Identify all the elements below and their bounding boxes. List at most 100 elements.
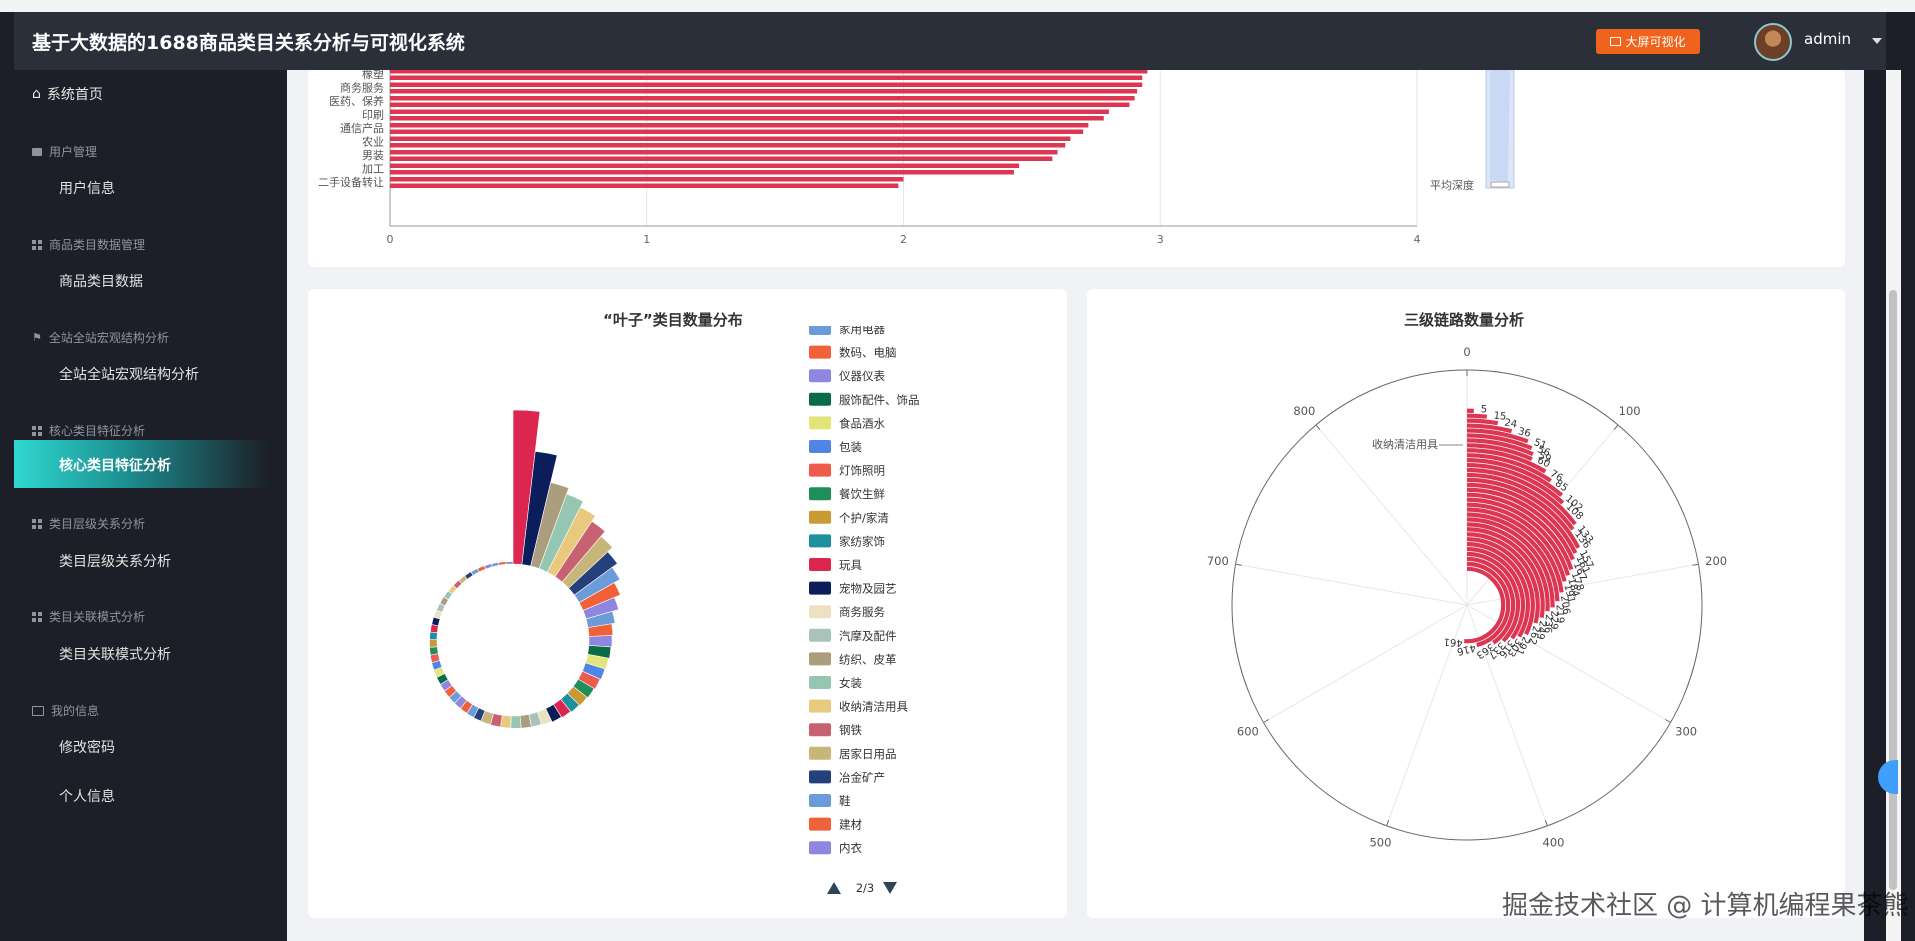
pie-slice bbox=[553, 698, 572, 719]
legend-label: 钢铁 bbox=[839, 723, 862, 737]
y-tick-label: 男装 bbox=[362, 149, 384, 162]
pie-slice bbox=[498, 561, 507, 566]
bar bbox=[390, 129, 1084, 134]
polar-bar bbox=[1466, 492, 1574, 571]
polar-bar bbox=[1466, 507, 1564, 593]
side-drawer-toggle[interactable] bbox=[1878, 760, 1898, 794]
leaf-category-pie-chart: 家用电器数码、电脑仪器仪表服饰配件、饰品食品酒水包装灯饰照明餐饮生鲜个护/家清家… bbox=[429, 309, 963, 895]
polar-bar bbox=[1466, 537, 1535, 636]
angle-tick-label: 700 bbox=[1207, 554, 1229, 568]
link-chart-title: 三级链路数量分析 bbox=[1404, 311, 1525, 329]
watermark: 掘金技术社区 @ 计算机编程果茶熊 bbox=[1502, 891, 1909, 921]
polar-bar-label: 5 bbox=[1480, 404, 1487, 415]
y-tick-label: 二手设备转让 bbox=[318, 175, 384, 189]
legend-label: 平均深度 bbox=[1430, 178, 1474, 192]
legend-swatch bbox=[809, 841, 831, 855]
zoom-handle bbox=[1490, 181, 1510, 188]
legend-swatch bbox=[809, 534, 831, 548]
bar bbox=[390, 75, 1143, 80]
legend-swatch bbox=[809, 652, 831, 666]
legend-next-icon bbox=[883, 882, 897, 894]
sidebar-item-association[interactable]: 类目关联模式分析 bbox=[59, 647, 171, 663]
polar-bar bbox=[1466, 438, 1534, 457]
legend-label: 收纳清洁用具 bbox=[839, 700, 908, 714]
sidebar-group-core[interactable]: 核心类目特征分析 bbox=[32, 422, 145, 439]
avg-depth-card: 0 1 2 3 4 橡塑 商务服务 医药、保养 印刷 通信产品 农业 男装 加工 二手设备转让 平均深度 bbox=[308, 67, 1845, 267]
legend-swatch bbox=[809, 416, 831, 430]
legend-swatch bbox=[809, 746, 831, 760]
sidebar-group-category-data[interactable]: 商品类目数据管理 bbox=[32, 236, 145, 253]
leaf-chart-title: “叶子”类目数量分布 bbox=[603, 311, 743, 329]
legend-swatch bbox=[809, 487, 831, 501]
angle-tick-label: 800 bbox=[1293, 404, 1315, 418]
sidebar-group-user[interactable]: 用户管理 bbox=[32, 143, 97, 160]
angle-tick-label: 200 bbox=[1705, 554, 1727, 568]
pie-slice bbox=[568, 551, 618, 596]
polar-bar bbox=[1466, 556, 1516, 645]
angle-tick-label: 100 bbox=[1619, 404, 1641, 418]
scrollbar-thumb[interactable] bbox=[1889, 290, 1897, 890]
username[interactable]: admin bbox=[1804, 30, 1851, 48]
pie-slice bbox=[519, 713, 532, 729]
sidebar-item-hierarchy[interactable]: 类目层级关系分析 bbox=[59, 554, 171, 570]
sidebar-item-profile[interactable]: 个人信息 bbox=[59, 789, 115, 805]
y-tick-label: 橡塑 bbox=[362, 70, 384, 81]
avatar[interactable] bbox=[1754, 23, 1792, 61]
legend-swatch bbox=[809, 723, 831, 737]
sidebar-item-category-data[interactable]: 商品类目数据 bbox=[59, 274, 143, 290]
grid-icon bbox=[32, 518, 42, 529]
legend-label: 汽摩及配件 bbox=[839, 629, 897, 643]
sidebar-group-hierarchy[interactable]: 类目层级关系分析 bbox=[32, 515, 145, 532]
polar-bar bbox=[1466, 527, 1545, 618]
polar-bar bbox=[1466, 487, 1575, 561]
polar-bar-label: 416 bbox=[1456, 641, 1477, 656]
monitor-icon bbox=[1610, 37, 1622, 46]
y-tick-label: 加工 bbox=[362, 163, 384, 176]
legend-clip bbox=[803, 309, 963, 326]
legend-label: 内衣 bbox=[839, 841, 862, 855]
zoom-slider-fill bbox=[1490, 70, 1510, 182]
sidebar-group-association[interactable]: 类目关联模式分析 bbox=[32, 608, 145, 625]
sidebar-group-mine[interactable]: 我的信息 bbox=[32, 702, 99, 719]
bar bbox=[390, 96, 1135, 101]
sidebar-item-home[interactable]: ⌂ 系统首页 bbox=[32, 84, 103, 104]
pie-slice bbox=[561, 535, 613, 589]
polar-bar-label: 229 bbox=[1548, 610, 1560, 629]
pie-slice bbox=[512, 409, 541, 565]
sidebar-item-user-info[interactable]: 用户信息 bbox=[59, 181, 115, 197]
sidebar-item-change-password[interactable]: 修改密码 bbox=[59, 740, 115, 756]
angle-tick bbox=[1665, 719, 1671, 723]
polar-bar bbox=[1466, 458, 1564, 497]
bar bbox=[390, 183, 899, 188]
y-tick-label: 印刷 bbox=[362, 109, 384, 122]
legend-label: 女装 bbox=[839, 676, 862, 690]
pie-slice bbox=[577, 670, 601, 690]
polar-bar bbox=[1466, 453, 1552, 483]
legend-label: 居家日用品 bbox=[839, 747, 897, 761]
sidebar-group-label: 用户管理 bbox=[49, 145, 98, 159]
angle-tick bbox=[1692, 563, 1699, 566]
sidebar-item-core-active[interactable]: 核心类目特征分析 bbox=[14, 440, 268, 488]
angle-gridline bbox=[1315, 424, 1468, 606]
angle-tick-label: 400 bbox=[1543, 836, 1565, 850]
sidebar-group-label: 全站全站宏观结构分析 bbox=[48, 331, 169, 345]
x-tick-label: 1 bbox=[643, 233, 650, 246]
sidebar-item-macro[interactable]: 全站全站宏观结构分析 bbox=[59, 367, 199, 383]
x-tick-label: 0 bbox=[387, 233, 394, 246]
polar-bar bbox=[1466, 433, 1533, 451]
sidebar-group-macro[interactable]: ⚑ 全站全站宏观结构分析 bbox=[32, 329, 169, 346]
y-tick-label: 农业 bbox=[362, 135, 384, 149]
polar-bar bbox=[1466, 472, 1575, 531]
bar bbox=[390, 123, 1089, 128]
angle-tick-label: 0 bbox=[1463, 345, 1470, 359]
polar-bar bbox=[1466, 497, 1571, 576]
legend-swatch bbox=[809, 558, 831, 571]
legend-label: 纺织、皮革 bbox=[839, 652, 897, 666]
chevron-down-icon[interactable] bbox=[1872, 38, 1882, 44]
big-screen-button[interactable]: 大屏可视化 bbox=[1596, 29, 1700, 54]
bar bbox=[390, 163, 1020, 168]
legend-label: 灯饰照明 bbox=[839, 464, 885, 478]
pie-slice bbox=[464, 571, 474, 580]
legend-label: 建材 bbox=[839, 818, 862, 832]
